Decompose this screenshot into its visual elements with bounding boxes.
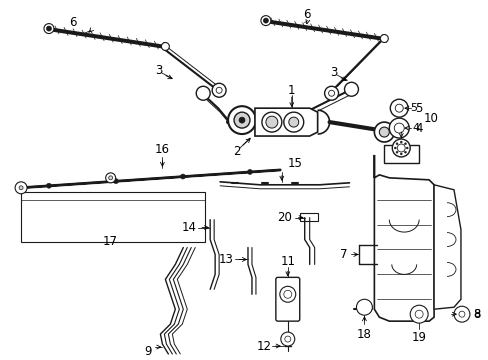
Text: 7: 7 [339, 248, 346, 261]
Circle shape [216, 87, 222, 93]
Text: 6: 6 [69, 16, 77, 29]
Text: 3: 3 [154, 64, 162, 77]
Text: 2: 2 [233, 145, 240, 158]
FancyBboxPatch shape [275, 277, 299, 321]
Circle shape [161, 42, 169, 50]
Circle shape [46, 183, 51, 188]
Circle shape [263, 18, 268, 23]
Text: 4: 4 [415, 122, 422, 135]
Text: 10: 10 [423, 112, 438, 125]
Circle shape [414, 310, 422, 318]
Text: 8: 8 [472, 308, 480, 321]
Circle shape [196, 86, 210, 100]
Circle shape [458, 311, 464, 317]
Circle shape [391, 139, 409, 157]
Circle shape [400, 141, 402, 143]
Text: 14: 14 [182, 221, 196, 234]
Polygon shape [254, 108, 317, 136]
Circle shape [46, 26, 51, 31]
Circle shape [288, 117, 298, 127]
Text: 6: 6 [303, 8, 310, 21]
Circle shape [400, 153, 402, 155]
Circle shape [234, 112, 249, 128]
Circle shape [380, 35, 387, 42]
Circle shape [280, 332, 294, 346]
Text: 15: 15 [287, 157, 302, 170]
Circle shape [404, 143, 406, 145]
Circle shape [44, 24, 54, 33]
Circle shape [393, 147, 395, 149]
Circle shape [356, 299, 372, 315]
Text: 3: 3 [329, 66, 337, 79]
Text: 5: 5 [410, 103, 417, 113]
Polygon shape [374, 155, 433, 321]
Text: 5: 5 [415, 102, 422, 115]
Circle shape [284, 336, 290, 342]
Circle shape [395, 143, 397, 145]
Circle shape [328, 90, 334, 96]
Bar [299, 213, 317, 221]
Circle shape [374, 122, 393, 142]
Circle shape [379, 127, 388, 137]
Text: 1: 1 [287, 84, 295, 97]
Circle shape [388, 118, 408, 138]
Circle shape [453, 306, 469, 322]
Circle shape [394, 104, 403, 112]
Text: 17: 17 [103, 235, 118, 248]
Circle shape [393, 123, 404, 133]
Text: 9: 9 [144, 345, 152, 357]
Circle shape [409, 305, 427, 323]
Circle shape [180, 174, 185, 179]
Text: 11: 11 [280, 255, 295, 268]
Circle shape [406, 147, 407, 149]
Circle shape [279, 286, 295, 302]
Circle shape [404, 151, 406, 153]
Circle shape [262, 112, 281, 132]
Text: 4: 4 [412, 123, 419, 133]
Circle shape [105, 173, 115, 183]
Circle shape [15, 182, 27, 194]
Text: 8: 8 [472, 309, 479, 319]
Text: 20: 20 [277, 211, 292, 224]
Bar [21, 192, 205, 242]
Text: 13: 13 [218, 253, 233, 266]
Circle shape [227, 106, 255, 134]
Bar [384, 145, 418, 163]
Text: 18: 18 [356, 328, 371, 341]
Circle shape [283, 112, 303, 132]
Circle shape [247, 170, 252, 174]
Text: 16: 16 [155, 144, 169, 157]
Circle shape [344, 82, 358, 96]
Circle shape [108, 176, 112, 180]
Circle shape [239, 117, 244, 123]
Circle shape [283, 290, 291, 298]
Circle shape [113, 179, 118, 184]
Circle shape [395, 151, 397, 153]
Text: 19: 19 [411, 330, 426, 343]
Circle shape [396, 144, 405, 152]
Circle shape [19, 186, 23, 190]
Text: 12: 12 [256, 339, 271, 352]
Circle shape [324, 86, 338, 100]
Circle shape [389, 99, 407, 117]
Polygon shape [433, 185, 460, 309]
Circle shape [265, 116, 277, 128]
Circle shape [212, 83, 225, 97]
Circle shape [261, 15, 270, 26]
